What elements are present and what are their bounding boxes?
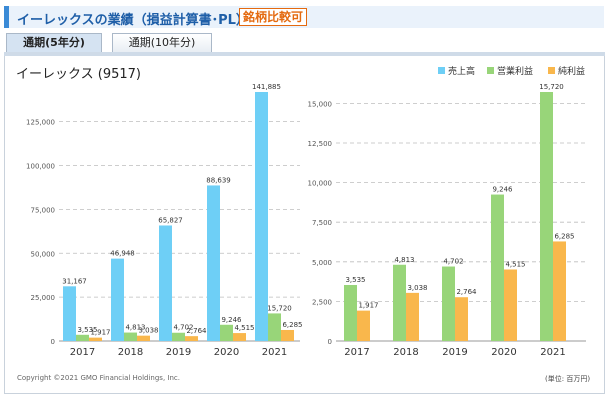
data-label: 3,038: [407, 284, 427, 292]
data-label: 4,515: [234, 324, 254, 332]
legend-item-sales: 売上高: [438, 64, 475, 77]
bar: [255, 92, 268, 341]
bar: [357, 310, 370, 341]
x-tick-label: 2017: [70, 347, 95, 358]
data-label: 1,917: [358, 302, 378, 310]
company-name: イーレックス (9517): [16, 67, 141, 82]
x-tick-label: 2019: [166, 347, 191, 358]
x-tick-label: 2018: [393, 347, 418, 358]
y-tick-label: 12,500: [308, 140, 333, 148]
legend-label-operating: 営業利益: [497, 67, 534, 77]
compare-button[interactable]: 銘柄比較可: [239, 8, 308, 26]
x-tick-label: 2021: [262, 347, 287, 358]
data-label: 9,246: [221, 316, 242, 324]
bar: [344, 285, 357, 341]
data-label: 31,167: [62, 277, 87, 285]
bar: [540, 92, 553, 341]
unit-label: (単位: 百万円): [545, 375, 591, 383]
data-label: 65,827: [158, 216, 183, 224]
data-label: 3,535: [345, 276, 365, 284]
bar: [268, 313, 281, 341]
x-tick-label: 2021: [540, 347, 565, 358]
bar: [442, 266, 455, 341]
section-title: イーレックスの業績（損益計算書･PL）: [17, 13, 249, 28]
data-label: 88,639: [206, 176, 231, 184]
data-label: 6,285: [282, 321, 302, 329]
data-label: 3,038: [138, 327, 158, 335]
legend-item-operating: 営業利益: [487, 64, 533, 77]
data-label: 1,917: [90, 329, 110, 337]
y-tick-label: 125,000: [26, 119, 55, 127]
y-tick-label: 5,000: [312, 259, 332, 267]
y-tick-label: 75,000: [31, 206, 56, 214]
data-label: 4,813: [125, 324, 145, 332]
legend-swatch-net: [548, 67, 555, 74]
x-tick-label: 2017: [344, 347, 369, 358]
bar: [281, 329, 294, 341]
y-tick-label: 7,500: [312, 219, 332, 227]
data-label: 9,246: [492, 186, 513, 194]
y-tick-label: 2,500: [312, 298, 332, 306]
section-header: イーレックスの業績（損益計算書･PL） 銘柄比較可: [4, 6, 604, 28]
bar: [111, 258, 124, 341]
bar: [172, 332, 185, 341]
bar: [185, 336, 198, 341]
bar: [233, 333, 246, 341]
data-label: 3,535: [77, 326, 97, 334]
tab-bar: [4, 52, 605, 56]
copyright: Copyright ©2021 GMO Financial Holdings, …: [17, 374, 180, 382]
legend-label-sales: 売上高: [448, 67, 476, 77]
bar: [76, 334, 89, 341]
data-label: 15,720: [267, 304, 292, 312]
data-label: 6,285: [554, 232, 574, 240]
legend-label-net: 純利益: [558, 67, 586, 77]
legend-swatch-sales: [438, 67, 445, 74]
data-label: 2,764: [186, 327, 207, 335]
y-tick-label: 10,000: [308, 180, 333, 188]
y-tick-label: 25,000: [31, 294, 56, 302]
data-label: 4,702: [173, 324, 193, 332]
x-tick-label: 2018: [118, 347, 143, 358]
bar: [137, 335, 150, 341]
tab-5-year[interactable]: 通期(5年分): [6, 33, 102, 53]
data-label: 4,702: [443, 258, 463, 266]
data-label: 46,948: [110, 250, 135, 258]
legend-swatch-operating: [487, 67, 494, 74]
bar: [124, 332, 137, 341]
y-tick-label: 0: [51, 338, 55, 346]
data-label: 15,720: [539, 83, 564, 91]
x-tick-label: 2019: [442, 347, 467, 358]
data-label: 2,764: [456, 288, 477, 296]
bar: [207, 185, 220, 341]
bar: [491, 194, 504, 341]
x-tick-label: 2020: [214, 347, 239, 358]
bar: [159, 225, 172, 341]
y-tick-label: 15,000: [308, 100, 333, 108]
bar: [63, 286, 76, 341]
bar: [455, 297, 468, 341]
data-label: 141,885: [252, 83, 281, 91]
bar: [89, 337, 102, 341]
bar: [553, 241, 566, 341]
bar: [406, 292, 419, 341]
bar: [220, 324, 233, 341]
bar: [393, 264, 406, 341]
x-tick-label: 2020: [491, 347, 516, 358]
tab-10-year[interactable]: 通期(10年分): [112, 33, 212, 53]
data-label: 4,515: [505, 260, 525, 268]
data-label: 4,813: [394, 256, 414, 264]
legend-item-net: 純利益: [548, 64, 585, 77]
bar: [504, 269, 517, 341]
y-tick-label: 50,000: [31, 250, 56, 258]
y-tick-label: 0: [328, 338, 332, 346]
y-tick-label: 100,000: [26, 163, 55, 171]
